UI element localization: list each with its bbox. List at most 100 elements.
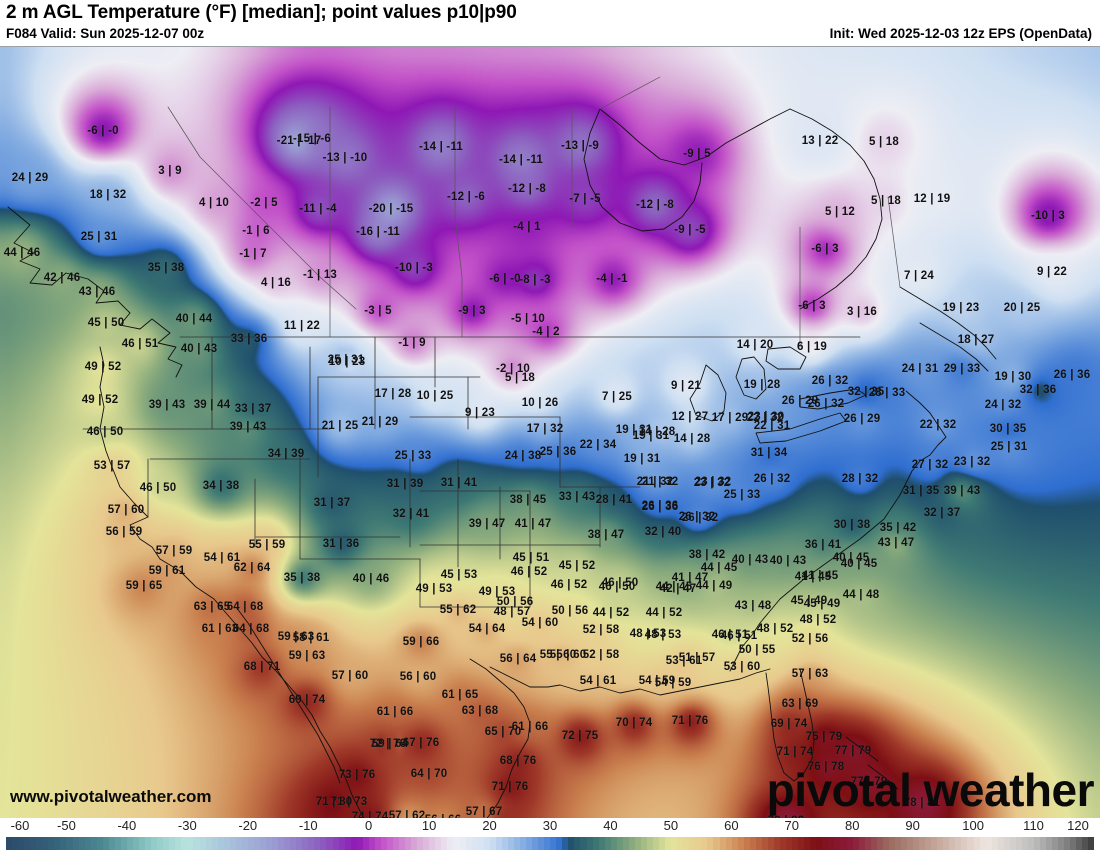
temp-point-label: 53 | 61	[665, 655, 703, 667]
temp-point-label: 26 | 32	[678, 511, 716, 523]
temp-point-label: -8 | -3	[519, 274, 551, 286]
temp-point-label: 14 | 20	[736, 339, 774, 351]
colorbar-cell	[66, 837, 73, 850]
temp-point-label: 39 | 43	[229, 421, 267, 433]
colorbar-tick: -30	[177, 818, 197, 833]
temp-point-label: 38 | 42	[688, 549, 726, 561]
colorbar-cell	[36, 837, 43, 850]
temp-point-label: 32 | 41	[392, 508, 430, 520]
colorbar-cell	[888, 837, 895, 850]
colorbar-cell	[713, 837, 720, 850]
colorbar-cell	[199, 837, 206, 850]
colorbar-cell	[943, 837, 950, 850]
temp-point-label: -3 | 5	[364, 305, 392, 317]
temp-point-label: 18 | 27	[957, 334, 995, 346]
temp-point-label: 69 | 74	[288, 694, 326, 706]
temp-point-label: -1 | 9	[398, 337, 426, 349]
colorbar-cell	[211, 837, 218, 850]
temp-point-label: 17 | 29	[711, 412, 749, 424]
temp-point-label: 21 | 32	[636, 476, 674, 488]
colorbar-tick: -60	[10, 818, 30, 833]
temp-point-label: 44 | 52	[645, 607, 683, 619]
colorbar-cell	[1076, 837, 1083, 850]
colorbar-cell	[489, 837, 496, 850]
temp-point-label: 33 | 37	[234, 403, 272, 415]
colorbar-cell	[689, 837, 696, 850]
colorbar-cell	[870, 837, 877, 850]
colorbar-cell	[919, 837, 926, 850]
colorbar-cell	[526, 837, 533, 850]
temp-point-label: 28 | 32	[841, 473, 879, 485]
temp-point-label: 59 | 66	[402, 636, 440, 648]
colorbar-cell	[126, 837, 133, 850]
temp-point-label: 28 | 41	[595, 494, 633, 506]
temp-point-label: 71 | 74	[776, 746, 814, 758]
colorbar-cell	[175, 837, 182, 850]
temp-point-label: 32 | 37	[923, 507, 961, 519]
temp-point-label: 77 | 79	[850, 776, 888, 788]
temp-point-label: -9 | 5	[683, 148, 711, 160]
temp-point-label: -10 | -3	[394, 262, 434, 274]
colorbar-cell	[102, 837, 109, 850]
temp-point-label: 59 | 64	[371, 738, 409, 750]
colorbar-cell	[598, 837, 605, 850]
colorbar-cell	[169, 837, 176, 850]
colorbar-cell	[1033, 837, 1041, 850]
temp-point-label: 35 | 42	[879, 522, 917, 534]
colorbar-tick: 70	[784, 818, 799, 833]
temp-point-label: 69 | 74	[770, 718, 808, 730]
colorbar: -60 -50 -40 -30 -20 -10 0 10 20 30 40 50 60 70 80 90 100…	[0, 818, 1100, 850]
temp-point-label: 34 | 38	[202, 480, 240, 492]
colorbar-cell	[979, 837, 986, 850]
temp-point-label: 35 | 38	[147, 262, 185, 274]
colorbar-cell	[72, 837, 79, 850]
temp-point-label: 43 | 48	[734, 600, 772, 612]
temp-point-label: 48 | 53	[629, 628, 667, 640]
temp-point-label: 61 | 63	[201, 623, 239, 635]
colorbar-cell	[544, 837, 551, 850]
colorbar-cell	[792, 837, 799, 850]
temp-point-label: 50 | 56	[496, 596, 534, 608]
colorbar-cell	[272, 837, 279, 850]
temp-point-label: 53 | 60	[723, 661, 761, 673]
colorbar-cell	[731, 837, 738, 850]
colorbar-cell	[338, 837, 345, 850]
colorbar-tick: 80	[844, 818, 860, 833]
temp-point-label: 64 | 70	[410, 768, 448, 780]
colorbar-tick: -20	[238, 818, 258, 833]
temp-point-label: 19 | 23	[942, 302, 980, 314]
temp-point-label: -1 | 7	[239, 248, 267, 260]
temp-point-label: 73 | 76	[338, 769, 376, 781]
colorbar-cell	[350, 837, 357, 850]
temp-point-label: 43 | 46	[78, 286, 116, 298]
colorbar-cell	[441, 837, 448, 850]
temp-point-label: 38 | 45	[509, 494, 547, 506]
colorbar-cell	[550, 837, 557, 850]
colorbar-cell	[725, 837, 732, 850]
colorbar-cell	[1088, 837, 1095, 850]
colorbar-cell	[24, 837, 31, 850]
valid-time-label: F084 Valid: Sun 2025-12-07 00z	[6, 26, 205, 41]
temp-point-label: 12 | 19	[913, 193, 951, 205]
page-title: 2 m AGL Temperature (°F) [median]; point…	[6, 2, 517, 23]
temp-point-label: -4 | 1	[513, 221, 541, 233]
temp-point-label: 31 | 34	[750, 447, 788, 459]
colorbar-cell	[955, 837, 962, 850]
colorbar-cell	[163, 837, 170, 850]
colorbar-cell	[247, 837, 254, 850]
temp-point-label: 14 | 28	[638, 426, 676, 438]
temp-point-label: 22 | 32	[746, 412, 784, 424]
colorbar-cell	[894, 837, 901, 850]
temp-point-label: 3 | 9	[158, 165, 182, 177]
temperature-map[interactable]: 24 | 29 18 | 32 25 | 31 -6 | -0 3 | 9 4 | 10 -…	[0, 46, 1100, 819]
colorbar-cell	[646, 837, 654, 850]
colorbar-cell	[235, 837, 242, 850]
colorbar-cell	[296, 837, 303, 850]
temp-point-label: 40 | 46	[352, 573, 390, 585]
temp-point-label: -1 | 13	[302, 269, 338, 281]
colorbar-cell	[78, 837, 85, 850]
colorbar-cell	[120, 837, 127, 850]
temp-point-label: 67 | 76	[402, 737, 440, 749]
colorbar-cell	[471, 837, 478, 850]
init-time-label: Init: Wed 2025-12-03 12z EPS (OpenData)	[829, 26, 1092, 41]
